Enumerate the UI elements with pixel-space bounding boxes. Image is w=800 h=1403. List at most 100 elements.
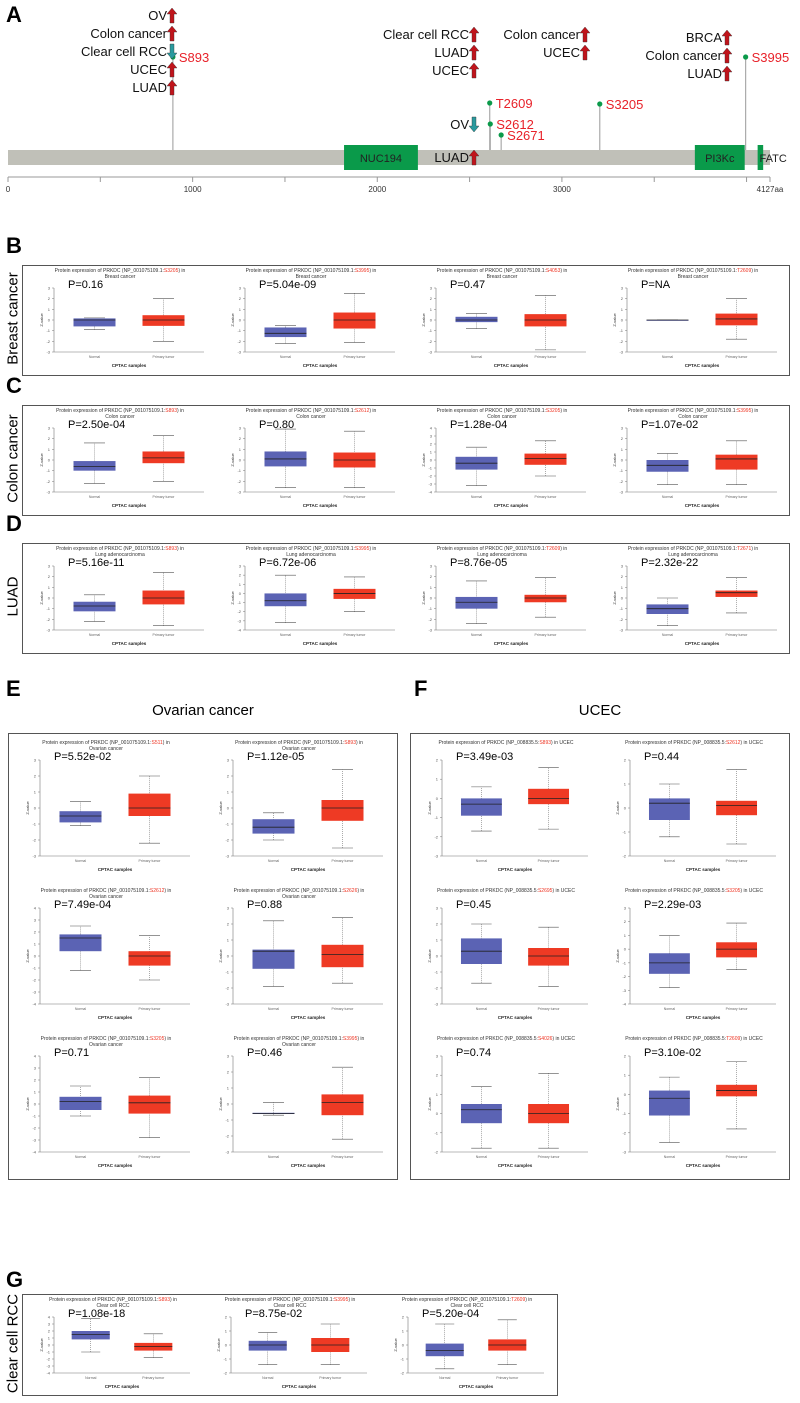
y-tick-label: -3 [619,490,623,495]
p-value: P=0.16 [68,279,104,291]
plot-site: S2695 [537,888,553,894]
normal-box [59,1096,102,1110]
y-tick-label: 3 [621,426,624,431]
boxplot: Protein expression of PRKDC (NP_00107510… [26,1295,200,1395]
y-tick-label: -3 [46,628,50,633]
y-tick-label: 3 [436,906,439,911]
boxplot: Protein expression of PRKDC (NP_00107510… [217,544,405,652]
y-tick-label: -2 [46,479,50,484]
normal-label: Normal [89,633,101,637]
y-tick-label: 3 [48,426,51,431]
y-axis-label: Z-value [421,453,426,467]
y-tick-label: 1 [621,307,624,312]
normal-label: Normal [662,355,674,359]
y-tick-label: 0 [227,1102,230,1107]
row-label-luad: LUAD [4,576,22,617]
tumor-label: Primary tumor [535,495,558,499]
plot-title: Protein expression of PRKDC (NP_00107510… [40,888,172,900]
x-axis-label: CPTAC samples [98,1163,133,1168]
normal-box [648,1090,690,1116]
site-label: S893 [179,50,209,65]
plot-title: Protein expression of PRKDC (NP_00107510… [40,1036,172,1048]
y-tick-label: -4 [622,1002,626,1007]
normal-label: Normal [471,355,483,359]
x-axis-label: CPTAC samples [303,363,338,368]
y-tick-label: 2 [48,296,51,301]
tumor-box [715,590,758,597]
x-axis-label: CPTAC samples [291,1015,326,1020]
x-axis-label: CPTAC samples [98,1015,133,1020]
annotation-label: Clear cell RCC [81,44,167,59]
y-tick-label: -1 [46,468,50,473]
normal-label: Normal [664,1007,676,1011]
normal-label: Normal [476,1155,488,1159]
y-tick-label: 0 [48,596,51,601]
y-tick-label: -1 [46,606,50,611]
y-axis-label: Z-value [218,949,223,963]
y-tick-label: -2 [400,1371,404,1376]
boxplot: Protein expression of PRKDC (NP_00107510… [205,1034,393,1174]
y-axis-label: Z-value [218,1097,223,1111]
y-tick-label: -3 [619,350,623,355]
y-axis-label: Z-value [421,591,426,605]
annotation-label: UCEC [432,63,469,78]
plot-site: S3995 [354,268,370,274]
y-tick-label: 2 [624,1054,627,1059]
y-tick-label: 3 [621,564,624,569]
y-axis-label: Z-value [427,1097,432,1111]
y-tick-label: -2 [237,479,241,484]
y-axis-label: Z-value [230,591,235,605]
plot-title: Protein expression of PRKDC (NP_00107510… [627,408,759,420]
y-tick-label: 3 [430,434,433,439]
arrow-up-icon [721,47,733,64]
boxplot: Protein expression of PRKDC (NP_00107510… [408,266,596,374]
p-value: P=5.20e-04 [422,1308,480,1320]
site-dot [487,100,493,106]
tumor-label: Primary tumor [332,1007,355,1011]
y-tick-label: -2 [434,1150,438,1155]
panel-g-frame [22,1294,558,1396]
tumor-box [716,800,758,816]
plot-site: S893 [165,546,177,552]
y-tick-label: 2 [48,436,51,441]
plot-title: Protein expression of PRKDC (NP_00107510… [54,268,186,280]
plot-title: Protein expression of PRKDC (NP_00107510… [401,1297,533,1309]
y-tick-label: 0 [430,318,433,323]
y-tick-label: 1 [225,1329,228,1334]
plot-site: S2626 [342,888,358,894]
y-tick-label: 0 [402,1343,405,1348]
y-tick-label: -3 [225,1150,229,1155]
y-tick-label: -3 [428,628,432,633]
y-tick-label: -2 [225,838,229,843]
y-tick-label: -3 [434,1002,438,1007]
x-axis-label: CPTAC samples [494,503,529,508]
plot-site: S893 [158,1297,170,1303]
y-tick-label: 0 [227,806,230,811]
y-tick-label: 1 [239,582,242,587]
plot-title: Protein expression of PRKDC (NP_008835.5… [437,888,575,894]
axis-tick-label: 2000 [368,185,386,194]
y-axis-label: Z-value [39,1338,44,1352]
normal-box [252,819,295,834]
y-tick-label: 2 [430,574,433,579]
arrow-up-icon [166,79,178,96]
y-tick-label: 3 [227,906,230,911]
y-tick-label: 3 [34,1066,37,1071]
y-axis-label: Z-value [615,1097,620,1111]
y-tick-label: -2 [46,1357,50,1362]
y-axis-label: Z-value [612,313,617,327]
y-tick-label: -2 [428,339,432,344]
y-tick-label: -2 [622,1130,626,1135]
plot-site: S893 [165,408,177,414]
normal-label: Normal [89,495,101,499]
plot-site: S4053 [545,268,561,274]
y-tick-label: 2 [624,758,627,763]
y-tick-label: 1 [621,585,624,590]
y-tick-label: 0 [624,806,627,811]
y-tick-label: -3 [428,350,432,355]
plot-site: T2671 [737,546,752,552]
arrow-up-icon [166,7,178,24]
y-tick-label: 1 [48,447,51,452]
plot-title: Protein expression of PRKDC (NP_00107510… [233,888,365,900]
tumor-box [716,942,758,958]
